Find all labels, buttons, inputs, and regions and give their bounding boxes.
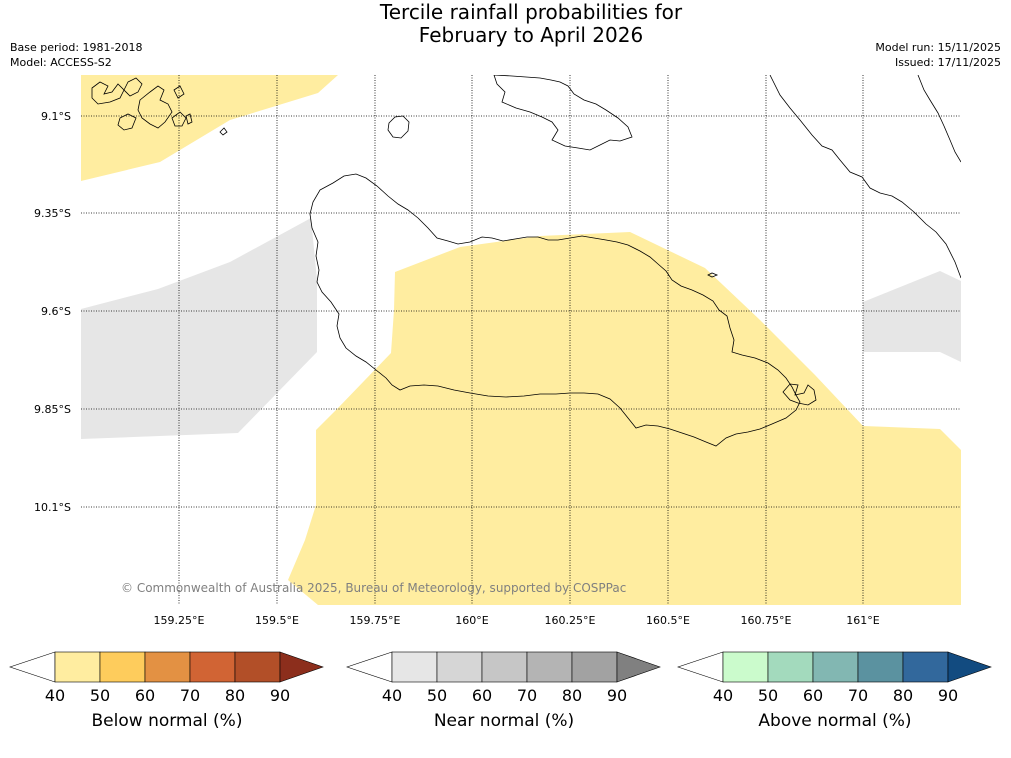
coastline-russell-islands-4 — [117, 113, 137, 131]
coastline-russell-islands-6 — [173, 85, 185, 99]
lon-label-159.25: 159.25°E — [154, 614, 205, 627]
coastline-guadalcanal — [309, 173, 801, 447]
model-name: Model: ACCESS-S2 — [10, 56, 112, 69]
above-normal-swatch-50-60 — [767, 651, 814, 683]
near-normal-swatch-50-60 — [436, 651, 483, 683]
legend-above-normal: 40 50 60 70 80 90 Above normal (%) — [677, 651, 992, 731]
lon-label-159.5: 159.5°E — [255, 614, 299, 627]
lon-label-160: 160°E — [455, 614, 488, 627]
coastlines — [91, 75, 961, 447]
below-normal-swatch-70-80 — [189, 651, 236, 683]
legend-below-normal: 40 50 60 70 80 90 Below normal (%) — [9, 651, 324, 731]
lon-label-159.75: 159.75°E — [350, 614, 401, 627]
below-normal-swatch-40-50 — [54, 651, 101, 683]
lat-label-9.6: 9.6°S — [41, 305, 71, 318]
coastline-malaita-north — [917, 75, 961, 163]
above-normal-swatch-40-50 — [722, 651, 769, 683]
near-normal-swatch-80-90 — [571, 651, 618, 683]
near-normal-tick-60: 60 — [472, 686, 492, 705]
below-normal-tick-90: 90 — [270, 686, 290, 705]
coastline-russell-islands-1 — [91, 81, 125, 105]
near-normal-legend-title: Near normal (%) — [434, 711, 574, 731]
above-normal-legend-title: Above normal (%) — [758, 711, 911, 731]
coastline-russell-islands-2 — [123, 77, 143, 97]
below-normal-swatch-60-70 — [144, 651, 191, 683]
map-title: Tercile rainfall probabilities for Febru… — [0, 1, 1011, 47]
near-normal-swatch-under — [346, 651, 393, 683]
lat-label-10.1: 10.1°S — [34, 501, 71, 514]
graticule — [81, 75, 961, 605]
title-line-1: Tercile rainfall probabilities for — [379, 0, 683, 24]
near-normal-tick-70: 70 — [517, 686, 537, 705]
above-normal-tick-70: 70 — [848, 686, 868, 705]
near-normal-tick-80: 80 — [562, 686, 582, 705]
below-normal-swatch-under — [9, 651, 56, 683]
latitude-labels: 9.1°S 9.35°S 9.6°S 9.85°S 10.1°S — [34, 110, 71, 514]
above-normal-swatch-70-80 — [857, 651, 904, 683]
near-normal-regions — [81, 218, 961, 439]
near-normal-swatch-70-80 — [526, 651, 573, 683]
coastline-savo-island — [387, 115, 410, 139]
coastline-nggela-islands — [493, 75, 633, 151]
base-period: Base period: 1981-2018 — [10, 41, 143, 54]
above-normal-swatch-80-90 — [902, 651, 949, 683]
coastline-southeast-islets — [782, 383, 817, 406]
below-normal-tick-50: 50 — [90, 686, 110, 705]
below-normal-region-main — [288, 232, 961, 605]
above-normal-tick-50: 50 — [758, 686, 778, 705]
lat-label-9.85: 9.85°S — [34, 403, 71, 416]
below-normal-tick-60: 60 — [135, 686, 155, 705]
above-normal-tick-40: 40 — [713, 686, 733, 705]
above-normal-tick-90: 90 — [938, 686, 958, 705]
lat-label-9.1: 9.1°S — [41, 110, 71, 123]
below-normal-swatch-50-60 — [99, 651, 146, 683]
issued-date: Issued: 17/11/2025 — [894, 56, 1001, 69]
above-normal-swatch-over — [947, 651, 992, 683]
map-plot-area: © Commonwealth of Australia 2025, Bureau… — [81, 75, 961, 605]
lon-label-160.25: 160.25°E — [545, 614, 596, 627]
coastline-russell-islands-7 — [185, 113, 193, 125]
coastline-russell-islands-8 — [219, 127, 228, 136]
above-normal-swatch-60-70 — [812, 651, 859, 683]
copyright-text: © Commonwealth of Australia 2025, Bureau… — [121, 581, 626, 595]
coastline-malaita — [769, 75, 961, 279]
lon-label-161: 161°E — [846, 614, 879, 627]
coastline-russell-islands-3 — [137, 85, 173, 129]
below-normal-regions — [81, 75, 961, 605]
title-line-2: February to April 2026 — [418, 23, 644, 47]
above-normal-tick-60: 60 — [803, 686, 823, 705]
below-normal-tick-80: 80 — [225, 686, 245, 705]
below-normal-tick-40: 40 — [45, 686, 65, 705]
model-run-date: Model run: 15/11/2025 — [875, 41, 1001, 54]
longitude-labels: 159.25°E 159.5°E 159.75°E 160°E 160.25°E… — [154, 614, 880, 627]
lon-label-160.5: 160.5°E — [646, 614, 690, 627]
above-normal-swatch-under — [677, 651, 724, 683]
above-normal-tick-80: 80 — [893, 686, 913, 705]
near-normal-tick-90: 90 — [607, 686, 627, 705]
near-normal-swatch-40-50 — [391, 651, 438, 683]
coastline-small-islet — [707, 272, 719, 278]
near-normal-swatch-over — [616, 651, 661, 683]
lat-label-9.35: 9.35°S — [34, 207, 71, 220]
near-normal-region-east — [863, 271, 961, 362]
below-normal-tick-70: 70 — [180, 686, 200, 705]
near-normal-region-west — [81, 218, 317, 439]
below-normal-region-northwest — [81, 75, 338, 181]
colorbar-legends: 40 50 60 70 80 90 Below normal (%) 40 50… — [9, 651, 992, 731]
near-normal-tick-40: 40 — [382, 686, 402, 705]
legend-near-normal: 40 50 60 70 80 90 Near normal (%) — [346, 651, 661, 731]
near-normal-swatch-60-70 — [481, 651, 528, 683]
below-normal-legend-title: Below normal (%) — [92, 711, 243, 731]
lon-label-160.75: 160.75°E — [741, 614, 792, 627]
below-normal-swatch-over — [279, 651, 324, 683]
below-normal-swatch-80-90 — [234, 651, 281, 683]
run-info: Model run: 15/11/2025 Issued: 17/11/2025 — [875, 40, 1001, 70]
near-normal-tick-50: 50 — [427, 686, 447, 705]
model-info: Base period: 1981-2018 Model: ACCESS-S2 — [10, 40, 142, 70]
